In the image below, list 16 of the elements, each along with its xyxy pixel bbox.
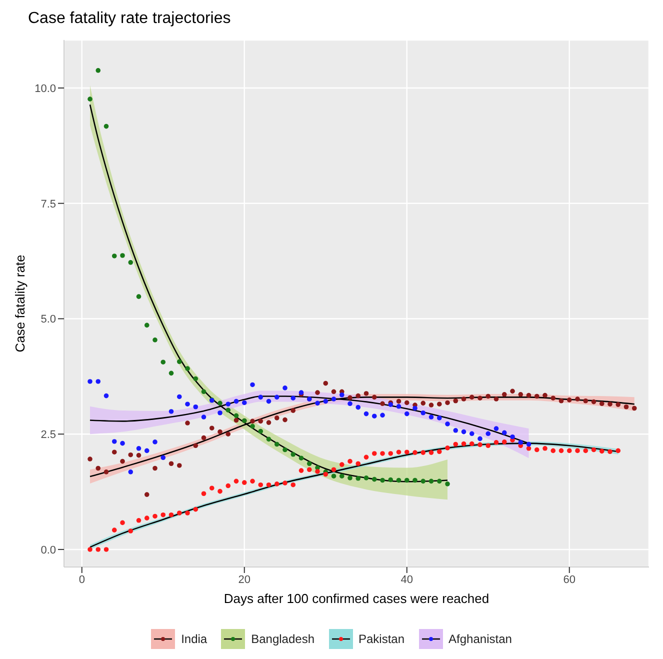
- y-tick-label: 10.0: [34, 82, 56, 95]
- legend-label: India: [181, 632, 208, 646]
- y-tick-label: 5.0: [40, 314, 56, 326]
- y-tick-label: 7.5: [40, 198, 56, 210]
- legend-label: Bangladesh: [251, 632, 314, 646]
- x-tick-label: 60: [563, 574, 576, 586]
- y-tick-label: 0.0: [40, 544, 56, 556]
- x-tick-label: 20: [238, 574, 250, 586]
- x-tick-label: 0: [78, 574, 85, 586]
- y-tick-label: 2.5: [40, 429, 56, 441]
- x-tick-label: 40: [400, 574, 413, 586]
- legend-label: Afghanistan: [448, 632, 512, 646]
- y-axis-title: Case fatality rate: [12, 254, 28, 352]
- x-axis-title: Days after 100 confirmed cases were reached: [224, 591, 490, 606]
- legend-label: Pakistan: [358, 632, 405, 646]
- chart-title: Case fatality rate trajectories: [27, 9, 232, 29]
